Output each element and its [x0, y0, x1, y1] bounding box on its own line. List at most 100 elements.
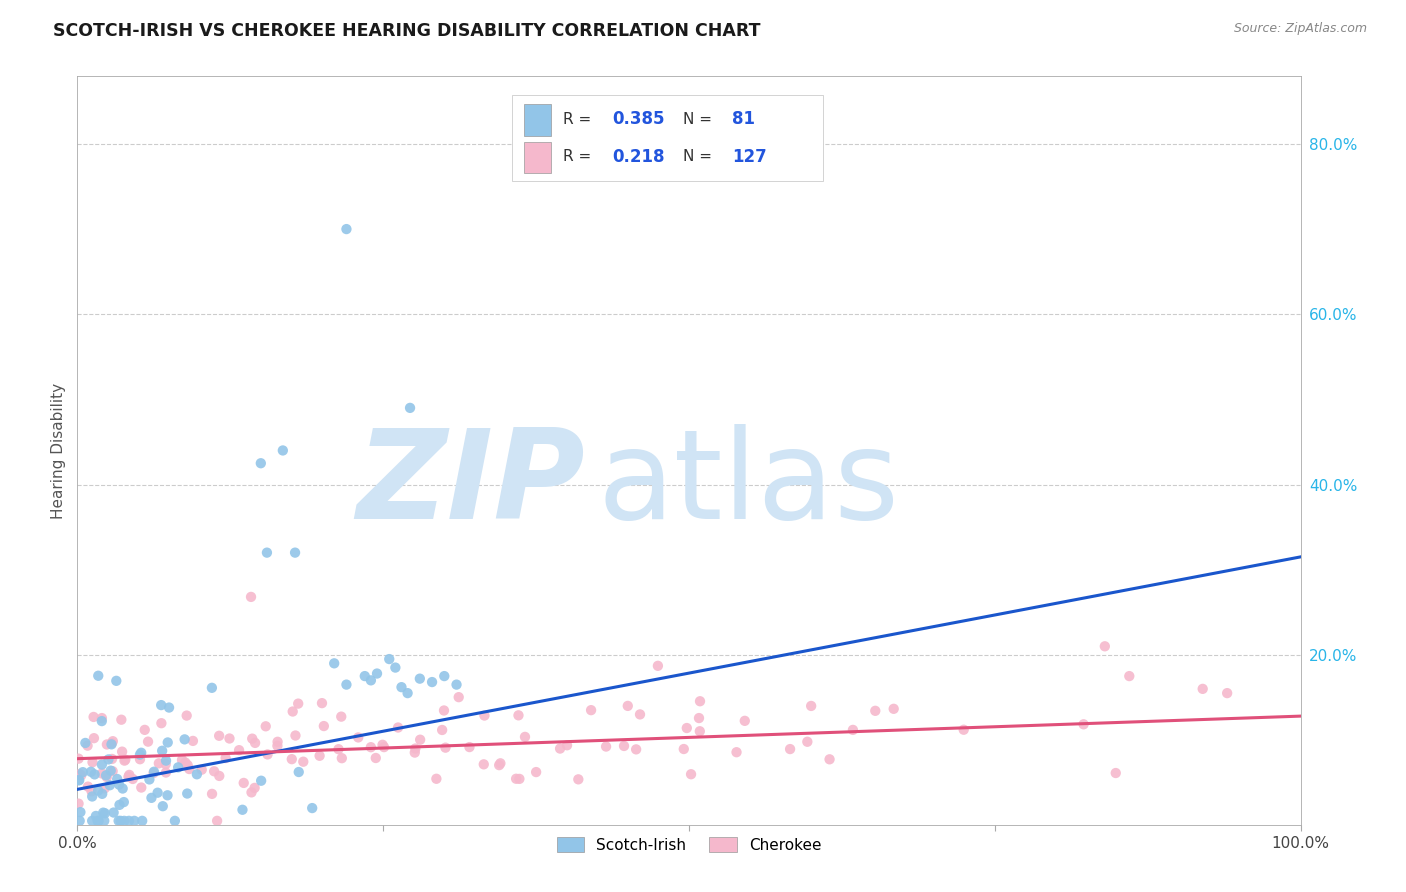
- Point: [883, 702, 905, 716]
- Point: [176, 758, 198, 772]
- Point: [100, 737, 122, 751]
- Point: [90, 766, 112, 780]
- Point: [91, 787, 114, 801]
- Point: [675, 721, 697, 735]
- Point: [409, 732, 432, 747]
- Point: [287, 697, 309, 711]
- Point: [201, 681, 224, 695]
- Point: [284, 729, 307, 743]
- Point: [218, 731, 240, 746]
- Point: [425, 772, 447, 786]
- Text: R =: R =: [562, 112, 591, 127]
- Point: [190, 763, 212, 777]
- Point: [240, 590, 263, 604]
- Point: [330, 709, 353, 723]
- Point: [117, 770, 139, 784]
- Point: [82, 789, 104, 804]
- Point: [366, 666, 388, 681]
- Point: [201, 787, 224, 801]
- Point: [323, 657, 346, 671]
- Point: [1105, 766, 1128, 780]
- Point: [101, 752, 124, 766]
- Point: [134, 723, 156, 737]
- Point: [256, 546, 278, 560]
- Bar: [524, 142, 551, 173]
- Point: [67, 752, 90, 766]
- Point: [1118, 669, 1140, 683]
- Point: [69, 814, 91, 828]
- Point: [111, 781, 134, 796]
- Point: [67, 773, 90, 788]
- Point: [458, 740, 481, 755]
- Point: [80, 784, 103, 798]
- Point: [266, 739, 288, 753]
- Point: [734, 714, 756, 728]
- Point: [328, 742, 350, 756]
- Point: [90, 757, 112, 772]
- Point: [524, 765, 547, 780]
- Point: [129, 752, 152, 766]
- Point: [1094, 640, 1116, 654]
- Point: [446, 678, 468, 692]
- Point: [69, 767, 91, 781]
- Point: [176, 787, 198, 801]
- Point: [208, 769, 231, 783]
- Point: [83, 710, 105, 724]
- Point: [186, 767, 208, 781]
- Point: [80, 764, 103, 779]
- Point: [87, 783, 110, 797]
- Point: [266, 735, 288, 749]
- Point: [105, 772, 128, 786]
- Point: [101, 734, 124, 748]
- Text: 127: 127: [731, 148, 766, 166]
- Point: [240, 785, 263, 799]
- Point: [101, 764, 124, 779]
- Point: [77, 780, 100, 794]
- Point: [129, 747, 152, 762]
- Point: [90, 711, 112, 725]
- Point: [75, 736, 97, 750]
- Point: [150, 744, 173, 758]
- Point: [353, 669, 375, 683]
- Point: [152, 799, 174, 814]
- Point: [555, 738, 578, 752]
- Y-axis label: Hearing Disability: Hearing Disability: [51, 383, 66, 518]
- Point: [243, 780, 266, 795]
- Point: [96, 770, 118, 784]
- Point: [86, 814, 108, 828]
- Point: [157, 700, 180, 714]
- Point: [118, 814, 141, 828]
- Point: [256, 747, 278, 762]
- Point: [114, 753, 136, 767]
- Point: [1073, 717, 1095, 731]
- Point: [488, 758, 510, 772]
- Point: [474, 708, 496, 723]
- Point: [82, 756, 104, 770]
- Point: [364, 751, 387, 765]
- Point: [489, 756, 512, 771]
- Bar: [524, 104, 551, 136]
- Point: [100, 764, 122, 778]
- Point: [579, 703, 602, 717]
- Point: [87, 669, 110, 683]
- Point: [311, 696, 333, 710]
- Point: [205, 814, 228, 828]
- Point: [865, 704, 887, 718]
- Point: [404, 741, 426, 756]
- Point: [94, 806, 117, 821]
- Point: [112, 814, 135, 828]
- Point: [250, 456, 273, 470]
- Point: [111, 745, 134, 759]
- Point: [243, 736, 266, 750]
- Point: [98, 778, 121, 792]
- Point: [156, 735, 179, 749]
- Point: [347, 731, 370, 745]
- Legend: Scotch-Irish, Cherokee: Scotch-Irish, Cherokee: [550, 830, 828, 859]
- Point: [156, 789, 179, 803]
- Point: [434, 740, 457, 755]
- Point: [94, 768, 117, 782]
- Point: [404, 746, 426, 760]
- Point: [67, 797, 90, 811]
- Point: [129, 780, 152, 795]
- Point: [433, 704, 456, 718]
